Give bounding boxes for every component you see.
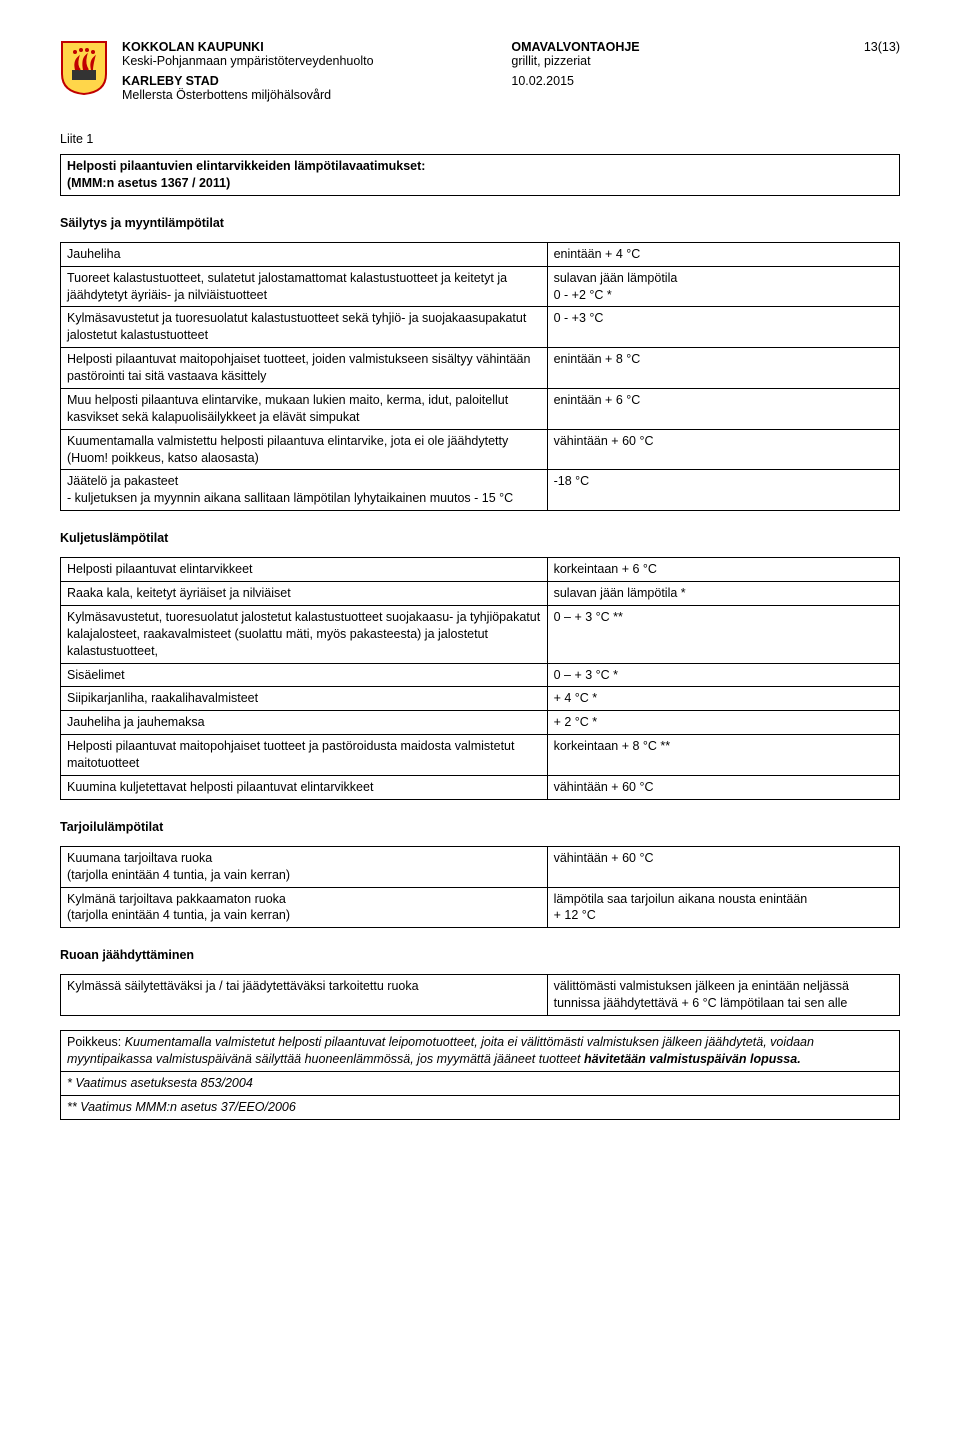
appendix-label: Liite 1 <box>60 132 900 146</box>
table-cell-value: 0 - +3 °C <box>547 307 899 348</box>
table-cell-value: sulavan jään lämpötila * <box>547 582 899 606</box>
table-cell-value: + 4 °C * <box>547 687 899 711</box>
table-row: Kuumana tarjoiltava ruoka(tarjolla enint… <box>61 846 900 887</box>
table-serving: Kuumana tarjoiltava ruoka(tarjolla enint… <box>60 846 900 929</box>
table-cell-label: Muu helposti pilaantuva elintarvike, muk… <box>61 388 548 429</box>
org-sv: KARLEBY STAD <box>122 74 491 88</box>
doc-scope: grillit, pizzeriat <box>511 54 843 68</box>
doc-type: OMAVALVONTAOHJE <box>511 40 843 54</box>
table-row: Kylmäsavustetut, tuoresuolatut jalostetu… <box>61 605 900 663</box>
table-cell-label: Sisäelimet <box>61 663 548 687</box>
table-cell-value: korkeintaan + 8 °C ** <box>547 735 899 776</box>
footnote-exception: Poikkeus: Kuumentamalla valmistetut help… <box>61 1031 900 1072</box>
table-cell-value: vähintään + 60 °C <box>547 846 899 887</box>
table-row: Siipikarjanliha, raakalihavalmisteet+ 4 … <box>61 687 900 711</box>
table-cell-label: Kuumina kuljetettavat helposti pilaantuv… <box>61 775 548 799</box>
table-row: Helposti pilaantuvat maitopohjaiset tuot… <box>61 735 900 776</box>
table-row: Kylmänä tarjoiltava pakkaamaton ruoka(ta… <box>61 887 900 928</box>
section-cooling-title: Ruoan jäähdyttäminen <box>60 948 900 962</box>
table-cell-label: Jauheliha <box>61 242 548 266</box>
table-cell-label: Siipikarjanliha, raakalihavalmisteet <box>61 687 548 711</box>
table-cell-value: enintään + 6 °C <box>547 388 899 429</box>
table-row: Helposti pilaantuvat elintarvikkeetkorke… <box>61 558 900 582</box>
page: KOKKOLAN KAUPUNKI Keski-Pohjanmaan ympär… <box>0 0 960 1174</box>
org-fi-sub: Keski-Pohjanmaan ympäristöterveydenhuolt… <box>122 54 491 68</box>
table-row: Sisäelimet0 – + 3 °C * <box>61 663 900 687</box>
table-row: Tuoreet kalastustuotteet, sulatetut jalo… <box>61 266 900 307</box>
footnote-star1: * Vaatimus asetuksesta 853/2004 <box>61 1071 900 1095</box>
table-cell-label: Tuoreet kalastustuotteet, sulatetut jalo… <box>61 266 548 307</box>
section-storage-title: Säilytys ja myyntilämpötilat <box>60 216 900 230</box>
header-left: KOKKOLAN KAUPUNKI Keski-Pohjanmaan ympär… <box>122 40 491 102</box>
table-cell-label: Kuumentamalla valmistettu helposti pilaa… <box>61 429 548 470</box>
table-cell-value: vähintään + 60 °C <box>547 775 899 799</box>
table-row: Raaka kala, keitetyt äyriäiset ja nilviä… <box>61 582 900 606</box>
org-sv-sub: Mellersta Österbottens miljöhälsovård <box>122 88 491 102</box>
table-cell-label: Kuumana tarjoiltava ruoka(tarjolla enint… <box>61 846 548 887</box>
footnote-table: Poikkeus: Kuumentamalla valmistetut help… <box>60 1030 900 1120</box>
header-page: 13(13) <box>864 40 900 102</box>
table-cell-value: vähintään + 60 °C <box>547 429 899 470</box>
footnote-exception-label: Poikkeus: <box>67 1035 121 1049</box>
table-row: Helposti pilaantuvat maitopohjaiset tuot… <box>61 348 900 389</box>
table-cell-label: Jauheliha ja jauhemaksa <box>61 711 548 735</box>
header-center: OMAVALVONTAOHJE grillit, pizzeriat 10.02… <box>511 40 843 102</box>
table-row: Jauhelihaenintään + 4 °C <box>61 242 900 266</box>
table-cell-label: Helposti pilaantuvat maitopohjaiset tuot… <box>61 735 548 776</box>
table-transport: Helposti pilaantuvat elintarvikkeetkorke… <box>60 557 900 800</box>
footnote-exception-bold: hävitetään valmistuspäivän lopussa. <box>584 1052 801 1066</box>
table-cell-label: Raaka kala, keitetyt äyriäiset ja nilviä… <box>61 582 548 606</box>
table-row: Jauheliha ja jauhemaksa+ 2 °C * <box>61 711 900 735</box>
footnote-star2: ** Vaatimus MMM:n asetus 37/EEO/2006 <box>61 1095 900 1119</box>
table-cell-value: -18 °C <box>547 470 899 511</box>
table-storage: Jauhelihaenintään + 4 °CTuoreet kalastus… <box>60 242 900 511</box>
table-cell-label: Helposti pilaantuvat maitopohjaiset tuot… <box>61 348 548 389</box>
table-row: Jäätelö ja pakasteet- kuljetuksen ja myy… <box>61 470 900 511</box>
box-title-line1: Helposti pilaantuvien elintarvikkeiden l… <box>67 159 425 173</box>
table-cell-label: Kylmässä säilytettäväksi ja / tai jäädyt… <box>61 975 548 1016</box>
table-cell-label: Jäätelö ja pakasteet- kuljetuksen ja myy… <box>61 470 548 511</box>
table-cell-label: Kylmäsavustetut ja tuoresuolatut kalastu… <box>61 307 548 348</box>
table-cell-value: välittömästi valmistuksen jälkeen ja eni… <box>547 975 899 1016</box>
section-transport-title: Kuljetuslämpötilat <box>60 531 900 545</box>
table-cell-value: enintään + 4 °C <box>547 242 899 266</box>
table-cell-value: + 2 °C * <box>547 711 899 735</box>
table-cell-label: Helposti pilaantuvat elintarvikkeet <box>61 558 548 582</box>
table-cell-value: korkeintaan + 6 °C <box>547 558 899 582</box>
crest-icon <box>60 40 108 96</box>
table-row: Kuumentamalla valmistettu helposti pilaa… <box>61 429 900 470</box>
table-cell-label: Kylmäsavustetut, tuoresuolatut jalostetu… <box>61 605 548 663</box>
table-cell-label: Kylmänä tarjoiltava pakkaamaton ruoka(ta… <box>61 887 548 928</box>
table-row: Kylmässä säilytettäväksi ja / tai jäädyt… <box>61 975 900 1016</box>
box-title-line2: (MMM:n asetus 1367 / 2011) <box>67 176 230 190</box>
table-cell-value: enintään + 8 °C <box>547 348 899 389</box>
table-row: Muu helposti pilaantuva elintarvike, muk… <box>61 388 900 429</box>
org-fi: KOKKOLAN KAUPUNKI <box>122 40 491 54</box>
table-row: Kuumina kuljetettavat helposti pilaantuv… <box>61 775 900 799</box>
title-box: Helposti pilaantuvien elintarvikkeiden l… <box>60 154 900 196</box>
table-cell-value: 0 – + 3 °C * <box>547 663 899 687</box>
table-cell-value: lämpötila saa tarjoilun aikana nousta en… <box>547 887 899 928</box>
doc-date: 10.02.2015 <box>511 74 843 88</box>
table-cell-value: sulavan jään lämpötila0 - +2 °C * <box>547 266 899 307</box>
table-cooling: Kylmässä säilytettäväksi ja / tai jäädyt… <box>60 974 900 1016</box>
section-serving-title: Tarjoilulämpötilat <box>60 820 900 834</box>
table-cell-value: 0 – + 3 °C ** <box>547 605 899 663</box>
table-row: Kylmäsavustetut ja tuoresuolatut kalastu… <box>61 307 900 348</box>
header: KOKKOLAN KAUPUNKI Keski-Pohjanmaan ympär… <box>60 40 900 102</box>
